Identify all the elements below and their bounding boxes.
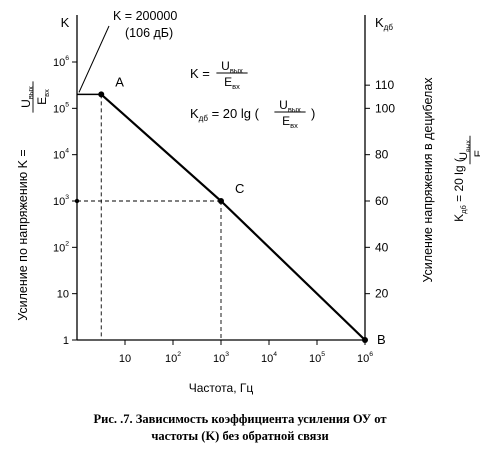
formula2-close: ) [311, 106, 315, 121]
point-label-a: A [115, 74, 124, 89]
annotation-db: (106 дБ) [125, 26, 173, 40]
x-axis-label: Частота, Гц [189, 381, 254, 395]
y-tick-label-left-5: 105 [53, 101, 69, 115]
formula1-fraction-part: Uвых [221, 59, 243, 75]
y-tick-label-left-4: 104 [53, 148, 69, 162]
formula2-fraction-part: Uвых [279, 98, 301, 114]
left-y-label: Усиление по напряжению K = [16, 149, 30, 320]
figure-caption: Рис. .7. Зависимость коэффициента усилен… [0, 411, 480, 445]
axis-dot-c [74, 198, 80, 204]
right-y-formula-fraction-part: Eвх [473, 142, 480, 157]
formula2-lhs: Kдб = 20 lg ( [190, 106, 260, 123]
caption-line-2: частоты (K) без обратной связи [151, 429, 329, 443]
point-label-c: C [235, 181, 244, 196]
formula2-fraction-part: Eвх [282, 114, 298, 130]
annotation-leader [78, 25, 110, 93]
x-tick-label-4: 105 [309, 351, 325, 365]
x-tick-label-0: 10 [119, 353, 131, 365]
y-tick-label-left-1: 10 [57, 289, 69, 301]
y-tick-label-left-6: 106 [53, 55, 69, 69]
point-b [362, 337, 368, 343]
y-tick-label-right-0: 20 [375, 287, 389, 301]
gain-line [100, 93, 366, 341]
left-y-label-fraction-part: Uвых [19, 86, 35, 108]
formula1-fraction-part: Eвх [224, 75, 240, 91]
right-y-formula: Kдб = 20 lg ( [452, 158, 468, 222]
y-tick-label-left-2: 102 [53, 240, 69, 254]
x-tick-label-5: 106 [357, 351, 373, 365]
y-tick-label-left-0: 1 [63, 335, 69, 347]
x-tick-label-3: 104 [261, 351, 277, 365]
caption-line-1: Рис. .7. Зависимость коэффициента усилен… [93, 412, 387, 426]
left-axis-title: K [61, 15, 70, 30]
right-y-formula-fraction-part: Uвых [458, 139, 472, 159]
y-tick-label-right-4: 100 [375, 101, 395, 115]
y-tick-label-right-1: 40 [375, 240, 389, 254]
y-tick-label-right-5: 110 [375, 78, 394, 92]
point-c [218, 198, 224, 204]
x-tick-label-2: 103 [213, 351, 229, 365]
y-tick-label-right-3: 80 [375, 148, 389, 162]
x-tick-label-1: 102 [165, 351, 181, 365]
formula1-lhs: K = [190, 66, 210, 81]
annotation-value: K = 200000 [113, 9, 177, 23]
point-a [98, 91, 105, 98]
right-y-label: Усиление напряжения в децибелах [421, 77, 435, 283]
y-tick-label-right-2: 60 [375, 194, 389, 208]
right-axis-title: Kдб [375, 15, 393, 32]
point-label-b: B [377, 332, 386, 347]
left-y-label-fraction-part: Eвх [35, 89, 51, 105]
y-tick-label-left-3: 103 [53, 194, 69, 208]
